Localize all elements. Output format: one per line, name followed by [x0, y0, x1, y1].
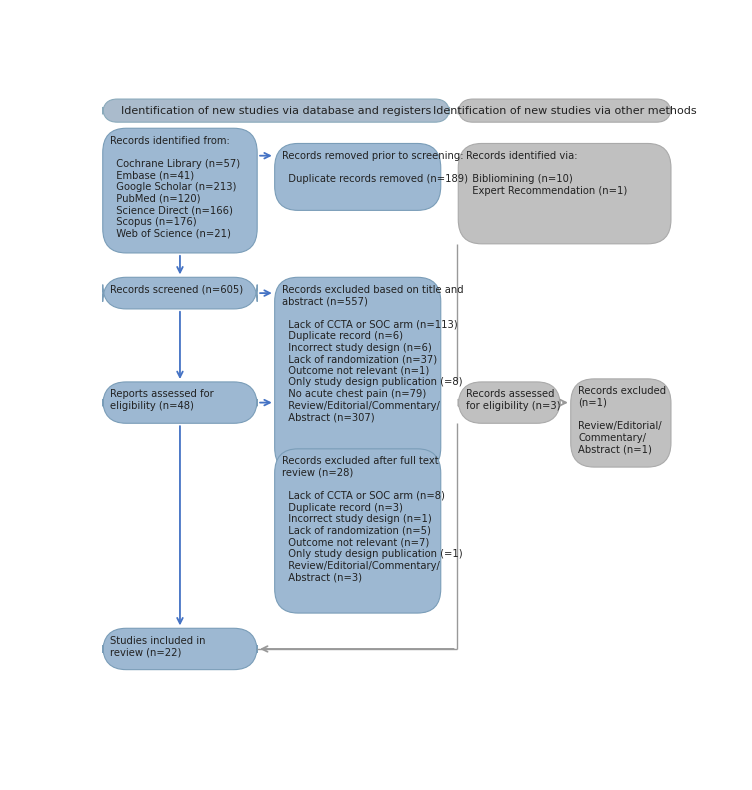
FancyBboxPatch shape	[103, 128, 257, 253]
FancyBboxPatch shape	[103, 277, 257, 309]
Text: Records identified via:

  Bibliomining (n=10)
  Expert Recommendation (n=1): Records identified via: Bibliomining (n=…	[465, 151, 627, 196]
FancyBboxPatch shape	[458, 144, 671, 244]
Text: Records screened (n=605): Records screened (n=605)	[111, 284, 244, 295]
FancyBboxPatch shape	[274, 144, 441, 210]
Text: Studies included in
review (n=22): Studies included in review (n=22)	[111, 636, 206, 657]
FancyBboxPatch shape	[458, 99, 671, 122]
Text: Records assessed
for eligibility (n=3): Records assessed for eligibility (n=3)	[465, 389, 560, 411]
Text: Records excluded after full text
review (n=28)

  Lack of CCTA or SOC arm (n=8)
: Records excluded after full text review …	[282, 456, 463, 582]
Text: Identification of new studies via database and registers: Identification of new studies via databa…	[121, 106, 431, 115]
FancyBboxPatch shape	[103, 382, 257, 423]
Text: Records excluded based on title and
abstract (n=557)

  Lack of CCTA or SOC arm : Records excluded based on title and abst…	[282, 284, 464, 422]
Text: Identification of new studies via other methods: Identification of new studies via other …	[433, 106, 696, 115]
FancyBboxPatch shape	[103, 99, 450, 122]
Text: Records excluded
(n=1)

Review/Editorial/
Commentary/
Abstract (n=1): Records excluded (n=1) Review/Editorial/…	[578, 386, 666, 454]
FancyBboxPatch shape	[274, 449, 441, 613]
FancyBboxPatch shape	[103, 628, 257, 670]
FancyBboxPatch shape	[571, 379, 671, 467]
Text: Records removed prior to screening:

  Duplicate records removed (n=189): Records removed prior to screening: Dupl…	[282, 151, 468, 184]
FancyBboxPatch shape	[458, 382, 560, 423]
FancyBboxPatch shape	[274, 277, 441, 472]
Text: Reports assessed for
eligibility (n=48): Reports assessed for eligibility (n=48)	[111, 389, 214, 411]
Text: Records identified from:

  Cochrane Library (n=57)
  Embase (n=41)
  Google Sch: Records identified from: Cochrane Librar…	[111, 136, 241, 239]
